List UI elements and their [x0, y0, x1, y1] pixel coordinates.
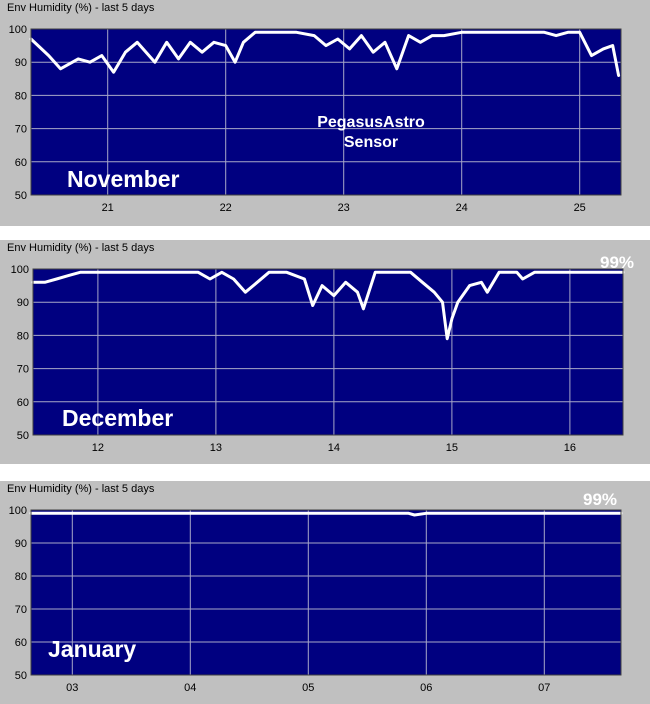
plot-area — [31, 29, 621, 195]
y-tick-label: 60 — [15, 157, 27, 169]
y-tick-label: 80 — [15, 90, 27, 102]
x-tick-label: 07 — [538, 682, 550, 694]
y-tick-label: 70 — [15, 604, 27, 616]
y-tick-label: 50 — [15, 670, 27, 682]
y-tick-label: 80 — [17, 330, 29, 342]
humidity-series-line — [29, 30, 621, 77]
chart-title: Env Humidity (%) - last 5 days — [7, 2, 155, 14]
x-tick-label: 15 — [446, 442, 458, 454]
humidity-series-line — [31, 270, 625, 341]
y-tick-label: 100 — [9, 505, 27, 517]
chart-svg: 50 60 70 80 90 100 21 22 23 24 25 — [9, 24, 622, 214]
x-tick-label: 14 — [328, 442, 340, 454]
sensor-annotation-text: PegasusAstro Sensor — [317, 114, 425, 151]
x-tick-label: 22 — [220, 202, 232, 214]
y-tick-label: 70 — [17, 364, 29, 376]
y-tick-label: 90 — [15, 538, 27, 550]
y-tick-label: 60 — [15, 637, 27, 649]
month-label: November — [67, 166, 180, 192]
plot-border — [30, 509, 622, 676]
y-tick-label: 50 — [15, 190, 27, 202]
plot-area — [33, 269, 623, 435]
current-value-label: 99% — [600, 253, 635, 272]
x-tick-label: 24 — [456, 202, 468, 214]
y-tick-label: 100 — [9, 24, 27, 36]
y-tick-label: 90 — [17, 297, 29, 309]
plot-border — [32, 268, 624, 436]
sensor-annotation: PegasusAstro Sensor — [291, 113, 451, 153]
y-tick-label: 80 — [15, 571, 27, 583]
y-tick-label: 70 — [15, 124, 27, 136]
plot-area — [31, 510, 621, 675]
chart-panel-january: 50 60 70 80 90 100 03 04 05 06 07 Env Humidity (%)… — [0, 481, 650, 704]
x-tick-label: 13 — [210, 442, 222, 454]
x-tick-label: 12 — [92, 442, 104, 454]
chart-svg: 50 60 70 80 90 100 03 04 05 06 07 — [9, 505, 623, 694]
chart-svg: 50 60 70 80 90 100 12 13 14 15 16 — [11, 264, 625, 454]
x-tick-label: 25 — [574, 202, 586, 214]
y-tick-label: 90 — [15, 57, 27, 69]
x-tick-label: 23 — [338, 202, 350, 214]
chart-title: Env Humidity (%) - last 5 days — [7, 483, 155, 495]
chart-panel-december: 50 60 70 80 90 100 12 13 14 15 16 Env Humidity (%)… — [0, 240, 650, 464]
y-tick-label: 60 — [17, 397, 29, 409]
humidity-series-line — [29, 511, 623, 517]
chart-title: Env Humidity (%) - last 5 days — [7, 242, 155, 254]
x-tick-label: 06 — [420, 682, 432, 694]
plot-border — [30, 28, 622, 196]
current-value-label: 99% — [583, 490, 618, 509]
x-tick-label: 04 — [184, 682, 196, 694]
x-tick-label: 16 — [564, 442, 576, 454]
month-label: December — [62, 405, 174, 431]
x-tick-label: 03 — [66, 682, 78, 694]
x-tick-label: 21 — [102, 202, 114, 214]
chart-panel-november: 50 60 70 80 90 100 21 22 23 24 25 Env Humidity (%)… — [0, 0, 650, 226]
y-tick-label: 50 — [17, 430, 29, 442]
month-label: January — [48, 636, 137, 662]
x-tick-label: 05 — [302, 682, 314, 694]
y-tick-label: 100 — [11, 264, 29, 276]
